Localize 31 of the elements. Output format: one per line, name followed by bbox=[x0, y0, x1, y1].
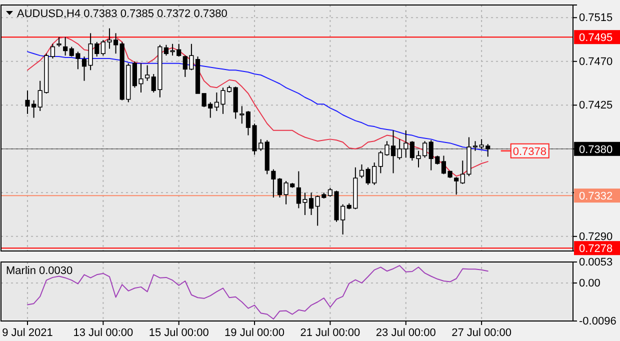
ref-line-label: 0.7380 bbox=[579, 144, 613, 156]
x-tick-label: 27 Jul 00:00 bbox=[452, 326, 512, 339]
y-tick-label: 0.7515 bbox=[579, 12, 613, 24]
chart-title: Marlin 0.0030 bbox=[6, 265, 73, 277]
candlestick bbox=[50, 43, 56, 59]
candlestick bbox=[277, 178, 282, 198]
y-tick-label: 0.7425 bbox=[579, 100, 613, 112]
candlestick bbox=[472, 140, 478, 152]
x-tick-label: 21 Jul 00:00 bbox=[300, 326, 360, 339]
x-tick-label: 15 Jul 00:00 bbox=[148, 326, 209, 339]
y-tick-label: 0.7290 bbox=[579, 230, 613, 243]
candlestick bbox=[145, 64, 150, 82]
candlestick bbox=[63, 36, 68, 56]
ref-line-label: 0.7278 bbox=[579, 243, 613, 256]
y-tick-label: 0.0053 bbox=[579, 256, 613, 269]
y-tick-label: 0.7470 bbox=[579, 56, 613, 68]
x-tick-label: 13 Jul 00:00 bbox=[73, 326, 134, 339]
y-tick-label: -0.0096 bbox=[579, 316, 616, 328]
candlestick bbox=[271, 168, 276, 198]
candlestick bbox=[56, 36, 62, 48]
y-tick-label: 0.00 bbox=[579, 278, 600, 290]
x-tick-label: 9 Jul 2021 bbox=[2, 326, 53, 339]
chart-title: AUDUSD,H4 0.7383 0.7385 0.7372 0.7380 bbox=[17, 8, 228, 20]
x-tick-label: 23 Jul 00:00 bbox=[376, 326, 436, 339]
ref-line-label: 0.7332 bbox=[579, 190, 613, 203]
candlestick bbox=[240, 106, 244, 124]
candlestick bbox=[454, 176, 459, 196]
x-tick-label: 19 Jul 00:00 bbox=[224, 326, 284, 339]
ref-line-label: 0.7495 bbox=[579, 32, 613, 44]
candlestick bbox=[82, 56, 87, 82]
annotation: 0.7378 bbox=[512, 146, 547, 158]
